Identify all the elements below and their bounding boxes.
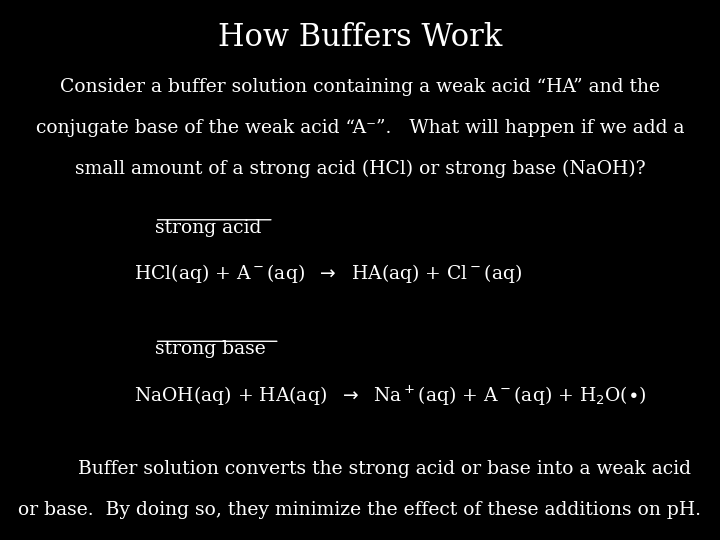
Text: HCl(aq) + A$^-$(aq)  $\rightarrow$  HA(aq) + Cl$^-$(aq): HCl(aq) + A$^-$(aq) $\rightarrow$ HA(aq)… (134, 262, 522, 285)
Text: strong acid: strong acid (155, 219, 261, 237)
Text: NaOH(aq) + HA(aq)  $\rightarrow$  Na$^+$(aq) + A$^-$(aq) + H$_2$O($\bullet$): NaOH(aq) + HA(aq) $\rightarrow$ Na$^+$(a… (134, 383, 647, 408)
Text: conjugate base of the weak acid “A⁻”.   What will happen if we add a: conjugate base of the weak acid “A⁻”. Wh… (36, 119, 684, 137)
Text: Buffer solution converts the strong acid or base into a weak acid: Buffer solution converts the strong acid… (30, 460, 690, 478)
Text: small amount of a strong acid (HCl) or strong base (NaOH)?: small amount of a strong acid (HCl) or s… (75, 159, 645, 178)
Text: Consider a buffer solution containing a weak acid “HA” and the: Consider a buffer solution containing a … (60, 78, 660, 96)
Text: or base.  By doing so, they minimize the effect of these additions on pH.: or base. By doing so, they minimize the … (19, 501, 701, 518)
Text: strong base: strong base (155, 340, 266, 358)
Text: How Buffers Work: How Buffers Work (218, 22, 502, 52)
